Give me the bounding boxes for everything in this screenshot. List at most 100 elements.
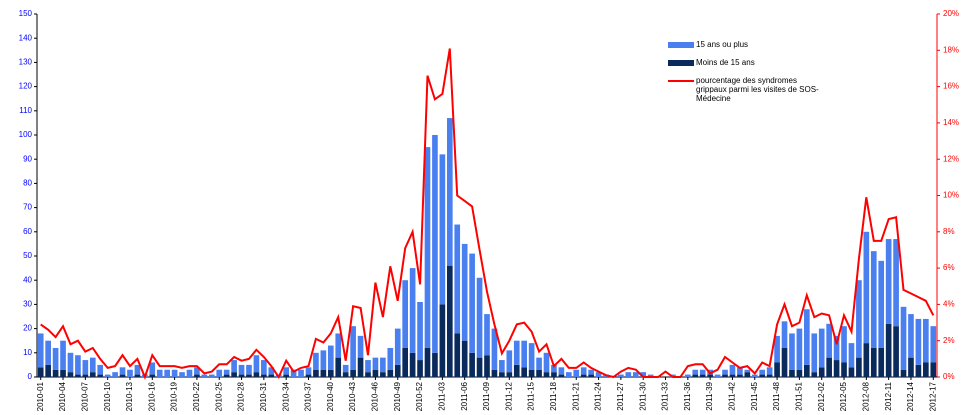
x-tick-label: 2011-06	[460, 381, 469, 410]
bar	[856, 280, 862, 358]
y2-tick-label: 10%	[943, 191, 959, 200]
bar	[372, 357, 379, 370]
x-tick-label: 2010-01	[36, 381, 45, 411]
bar	[97, 364, 104, 375]
bar	[870, 347, 877, 377]
y-tick-label: 30	[23, 300, 32, 309]
bar	[841, 326, 847, 363]
bar	[89, 357, 96, 373]
bar	[387, 369, 394, 377]
bar	[722, 374, 728, 377]
bar	[595, 372, 602, 377]
bar	[335, 333, 342, 358]
bar	[811, 333, 818, 373]
bar	[52, 347, 59, 370]
bar	[37, 333, 44, 368]
bar	[461, 340, 468, 377]
bar	[194, 374, 200, 377]
x-tick-label: 2012-02	[817, 381, 826, 411]
x-tick-label: 2011-30	[638, 381, 647, 410]
bar	[521, 340, 528, 368]
bar	[484, 355, 490, 377]
bar	[149, 362, 156, 375]
bar	[454, 333, 461, 377]
x-tick-label: 2010-19	[170, 381, 179, 411]
bar	[223, 369, 230, 375]
x-tick-label: 2010-04	[58, 381, 67, 411]
bar	[551, 372, 557, 377]
bar	[908, 314, 914, 358]
bar	[796, 328, 803, 370]
x-tick-label: 2010-28	[237, 381, 246, 411]
bar	[149, 374, 156, 377]
bar	[194, 367, 200, 375]
y-tick-label: 110	[19, 106, 32, 115]
bar	[246, 364, 252, 375]
x-tick-label: 2011-51	[795, 381, 804, 410]
bar	[253, 355, 260, 373]
bar	[699, 374, 706, 377]
y2-tick-label: 8%	[943, 227, 955, 236]
bar	[350, 326, 356, 370]
bar	[238, 374, 245, 377]
bar	[156, 369, 163, 377]
bar	[833, 335, 840, 361]
y2-tick-label: 16%	[943, 82, 959, 91]
x-tick-label: 2011-21	[571, 381, 580, 410]
bar	[469, 352, 475, 377]
bar	[751, 374, 758, 377]
bar	[826, 357, 832, 377]
bar	[402, 347, 409, 377]
bar	[685, 374, 691, 377]
legend-label: Moins de 15 ans	[696, 58, 755, 67]
bar	[536, 357, 542, 370]
bar	[171, 369, 178, 377]
bar	[179, 372, 185, 377]
x-tick-label: 2012-11	[884, 381, 893, 410]
y-tick-label: 140	[19, 33, 33, 42]
y-tick-label: 50	[23, 251, 32, 260]
legend-swatch	[668, 60, 694, 66]
bar	[439, 154, 446, 305]
x-tick-label: 2012-17	[928, 381, 937, 411]
y2-tick-label: 0%	[943, 372, 955, 381]
bar	[380, 372, 386, 377]
y-tick-label: 80	[23, 179, 32, 188]
x-tick-label: 2012-14	[906, 381, 915, 411]
y2-tick-label: 14%	[943, 118, 959, 127]
bar	[923, 362, 929, 377]
bar	[402, 280, 409, 348]
bar	[744, 369, 751, 373]
bar	[513, 340, 520, 365]
legend-label: pourcentage des syndromes grippaux parmi…	[696, 76, 819, 103]
bar	[573, 369, 580, 377]
bar	[261, 360, 267, 375]
bar	[290, 369, 297, 377]
bar	[856, 357, 862, 377]
bar	[804, 364, 810, 377]
bar	[52, 369, 59, 377]
bar	[900, 306, 907, 370]
bar	[744, 372, 751, 377]
bar	[848, 343, 855, 368]
bar	[521, 367, 528, 377]
bar	[424, 147, 431, 348]
y-tick-label: 40	[23, 275, 32, 284]
x-tick-label: 2011-24	[594, 381, 603, 410]
y2-tick-label: 18%	[943, 45, 959, 54]
bar	[231, 360, 237, 373]
bar	[796, 369, 803, 377]
x-tick-label: 2010-10	[103, 381, 112, 411]
bar	[833, 360, 840, 377]
y-tick-label: 150	[19, 9, 33, 18]
bar	[164, 369, 170, 377]
y2-tick-label: 20%	[943, 9, 959, 18]
bar	[714, 374, 721, 377]
bar	[365, 372, 371, 377]
bar	[885, 239, 892, 324]
bar	[528, 369, 535, 377]
x-tick-label: 2010-16	[147, 381, 156, 411]
bar	[231, 372, 237, 377]
bar	[543, 352, 550, 373]
bar	[580, 374, 587, 377]
